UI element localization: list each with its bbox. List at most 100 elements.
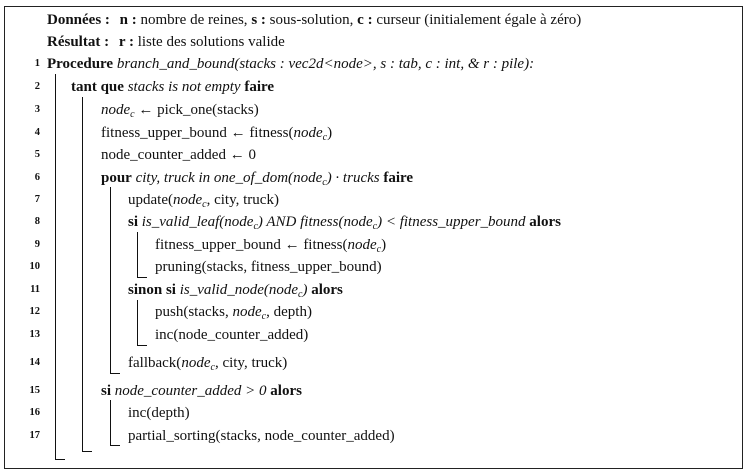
elseif-condition: ) bbox=[302, 282, 308, 298]
scope-bar-procedure bbox=[55, 74, 56, 459]
code-line-16: inc(depth) bbox=[128, 404, 190, 422]
code-text: ) bbox=[327, 125, 333, 141]
code-line-10: pruning(stacks, fitness_upper_bound) bbox=[155, 258, 382, 276]
code-line-3: nodec ← pick_one(stacks) bbox=[101, 101, 259, 124]
code-line-6: pour city, truck in one_of_dom(nodec) · … bbox=[101, 169, 413, 192]
code-line-8: si is_valid_leaf(nodec) AND fitness(node… bbox=[128, 213, 561, 236]
keyword-pour: pour bbox=[101, 170, 132, 186]
var-subscript: c bbox=[372, 221, 378, 232]
elseif-condition: is_valid_node( bbox=[179, 282, 269, 298]
var-node: node bbox=[232, 304, 262, 320]
code-text: ← pick_one(stacks) bbox=[134, 102, 259, 118]
scope-end-for bbox=[110, 373, 120, 374]
code-line-9: fitness_upper_bound ← fitness(nodec) bbox=[155, 236, 386, 259]
var-subscript: c bbox=[322, 132, 328, 143]
var-subscript: c bbox=[322, 177, 327, 188]
var-node: node bbox=[172, 192, 203, 208]
keyword-alors: alors bbox=[529, 214, 561, 230]
scope-bar-if-final bbox=[110, 400, 111, 445]
keyword-alors: alors bbox=[311, 282, 343, 298]
code-line-4: fitness_upper_bound ← fitness(nodec) bbox=[101, 124, 332, 147]
var-subscript: c bbox=[376, 244, 382, 255]
keyword-si: si bbox=[101, 383, 112, 399]
line-number: 11 bbox=[30, 284, 40, 295]
code-text: ) bbox=[381, 237, 387, 253]
code-line-7: update(nodec, city, truck) bbox=[128, 191, 279, 214]
if-condition: ) < fitness_upper_bound bbox=[377, 214, 526, 230]
var-subscript: c bbox=[202, 199, 207, 210]
code-text: partial_sorting(stacks, node_counter_add… bbox=[128, 428, 395, 444]
code-text: fitness_upper_bound ← fitness( bbox=[101, 125, 294, 141]
code-line-2: tant que stacks is not empty faire bbox=[71, 78, 274, 96]
line-number: 4 bbox=[34, 127, 40, 138]
var-subscript: c bbox=[130, 109, 135, 120]
code-text: fitness_upper_bound ← fitness( bbox=[155, 237, 348, 253]
while-condition: stacks is not empty bbox=[127, 79, 241, 95]
code-line-12: push(stacks, nodec, depth) bbox=[155, 303, 312, 326]
scope-end-elseif bbox=[137, 345, 147, 346]
donnees-label: Données : bbox=[47, 12, 110, 28]
line-number: 14 bbox=[29, 357, 41, 368]
var-node: node bbox=[293, 170, 323, 186]
donnees-c: c : bbox=[357, 12, 373, 28]
if-condition: node_counter_added > 0 bbox=[114, 383, 267, 399]
var-node: node bbox=[101, 102, 131, 118]
line-number: 9 bbox=[34, 239, 40, 250]
scope-end-while bbox=[82, 451, 92, 452]
code-text: update( bbox=[128, 192, 173, 208]
resultat-label: Résultat : bbox=[47, 34, 110, 50]
keyword-alors: alors bbox=[270, 383, 302, 399]
var-node: node bbox=[343, 214, 373, 230]
line-number: 8 bbox=[34, 216, 40, 227]
code-text: , city, truck) bbox=[206, 192, 279, 208]
var-node: node bbox=[347, 237, 377, 253]
code-text: fallback( bbox=[128, 355, 182, 371]
code-line-15: si node_counter_added > 0 alors bbox=[101, 382, 302, 400]
for-condition: ) · trucks bbox=[326, 170, 380, 186]
line-number: 16 bbox=[29, 407, 41, 418]
var-node: node bbox=[181, 355, 211, 371]
donnees-line: Données : n : nombre de reines, s : sous… bbox=[47, 11, 581, 29]
resultat-text: liste des solutions valide bbox=[137, 34, 285, 50]
code-line-1: Procedure branch_and_bound(stacks : vec2… bbox=[47, 55, 534, 73]
resultat-line: Résultat : r : liste des solutions valid… bbox=[47, 33, 285, 51]
donnees-s-text: sous-solution, bbox=[269, 12, 354, 28]
var-node: node bbox=[224, 214, 254, 230]
var-subscript: c bbox=[261, 311, 267, 322]
scope-bar-for bbox=[110, 187, 111, 373]
procedure-signature: branch_and_bound(stacks : vec2d<node>, s… bbox=[116, 56, 535, 72]
scope-end-if bbox=[137, 277, 147, 278]
resultat-r: r : bbox=[118, 34, 134, 50]
keyword-si: si bbox=[128, 214, 139, 230]
donnees-s: s : bbox=[251, 12, 266, 28]
line-number: 13 bbox=[29, 329, 41, 340]
scope-bar-while bbox=[82, 97, 83, 451]
code-line-17: partial_sorting(stacks, node_counter_add… bbox=[128, 427, 395, 445]
code-text: inc(depth) bbox=[128, 405, 190, 421]
if-condition: ) AND fitness( bbox=[257, 214, 344, 230]
scope-end-procedure bbox=[55, 459, 65, 460]
for-condition: city, truck in one_of_dom( bbox=[135, 170, 294, 186]
var-node: node bbox=[268, 282, 299, 298]
keyword-faire: faire bbox=[244, 79, 275, 95]
line-number: 17 bbox=[29, 430, 41, 441]
var-subscript: c bbox=[298, 289, 303, 300]
code-line-5: node_counter_added ← 0 bbox=[101, 146, 256, 164]
code-text: pruning(stacks, fitness_upper_bound) bbox=[155, 259, 382, 275]
scope-bar-if bbox=[137, 232, 138, 277]
var-subscript: c bbox=[210, 362, 215, 373]
keyword-sinon-si: sinon si bbox=[128, 282, 176, 298]
code-text: node_counter_added ← 0 bbox=[101, 147, 256, 163]
scope-bar-elseif bbox=[137, 300, 138, 345]
code-text: inc(node_counter_added) bbox=[155, 327, 309, 343]
donnees-c-text: curseur (initialement égale à zéro) bbox=[376, 12, 582, 28]
line-number: 15 bbox=[29, 385, 41, 396]
line-number: 5 bbox=[34, 149, 40, 160]
line-number: 1 bbox=[34, 58, 40, 69]
code-text: , depth) bbox=[266, 304, 312, 320]
if-condition: is_valid_leaf( bbox=[141, 214, 225, 230]
code-text: push(stacks, bbox=[155, 304, 233, 320]
code-line-14: fallback(nodec, city, truck) bbox=[128, 354, 287, 377]
algorithm-frame bbox=[4, 6, 743, 469]
